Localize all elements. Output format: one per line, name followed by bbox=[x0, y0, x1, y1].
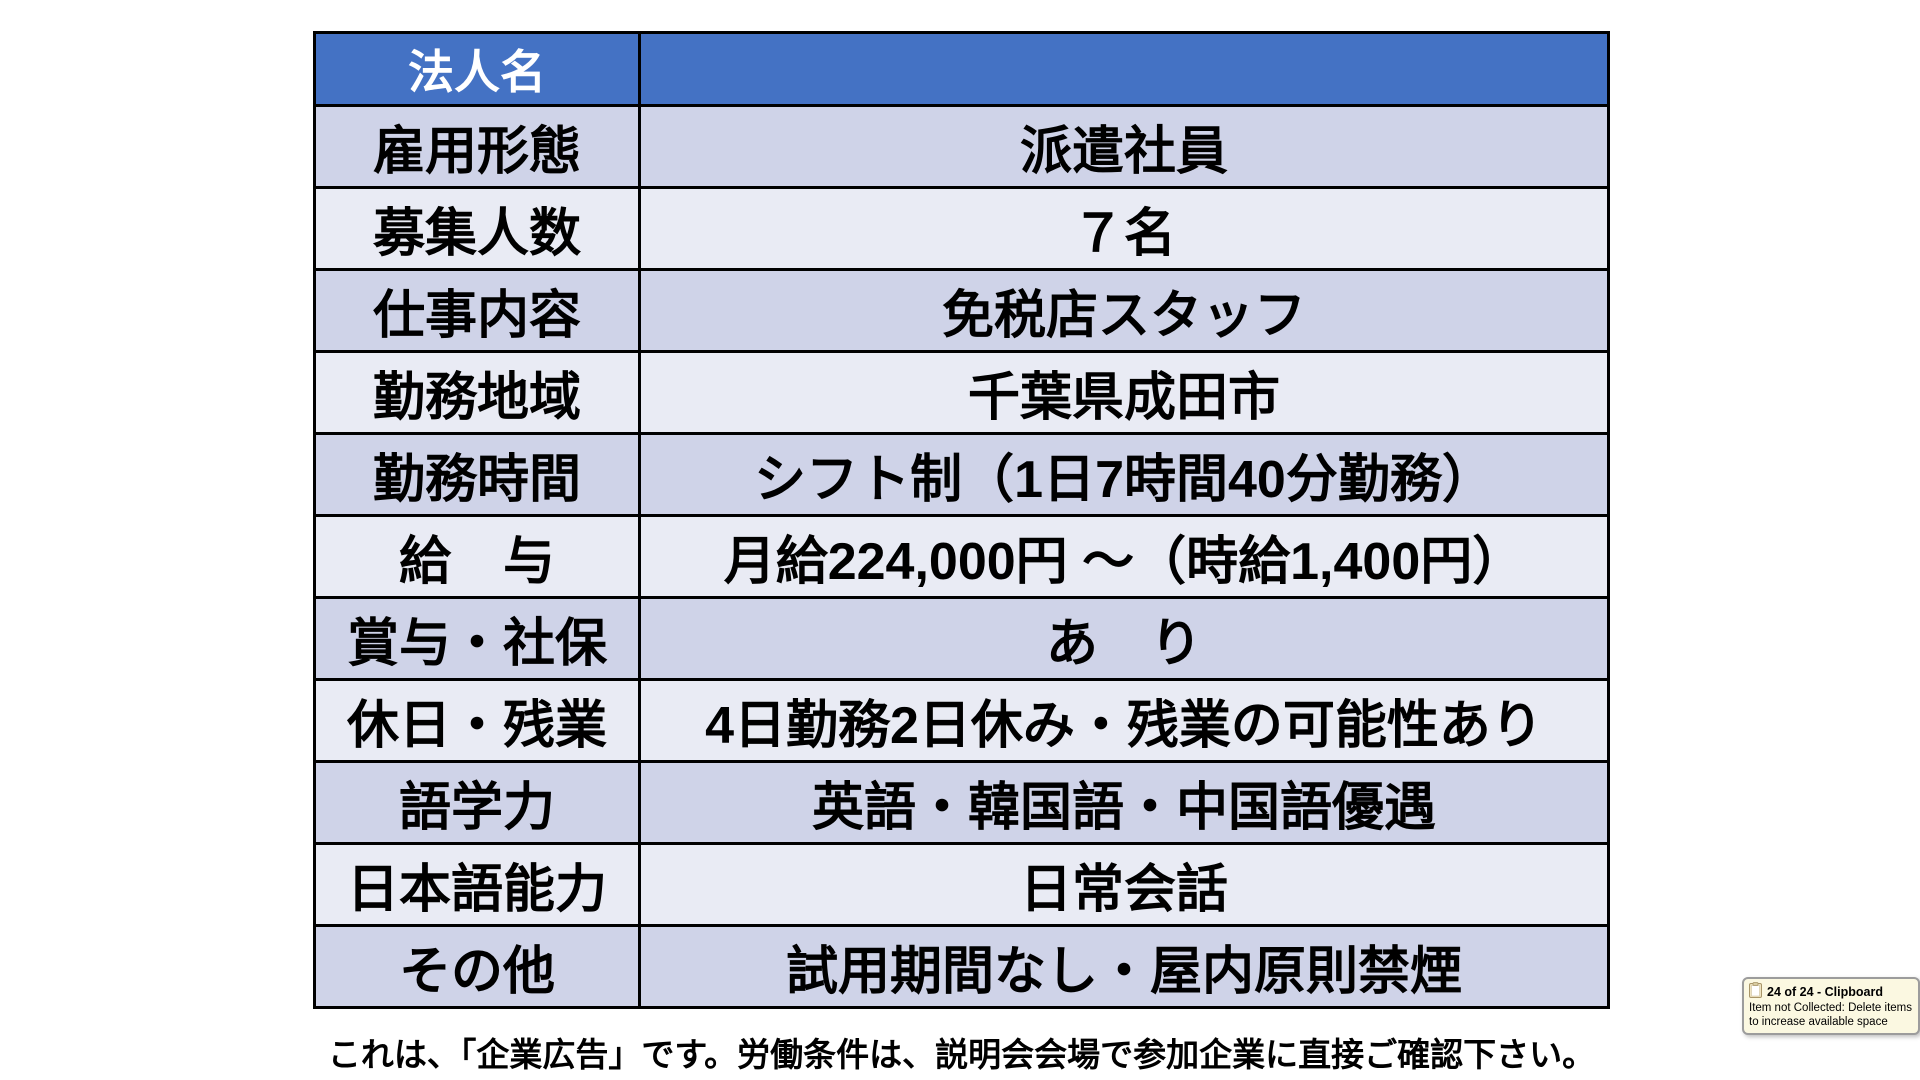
row-value-cell: 英語・韓国語・中国語優遇 bbox=[638, 759, 1610, 845]
table-row-language-skills: 語学力 英語・韓国語・中国語優遇 bbox=[313, 759, 1610, 845]
table-row-job-description: 仕事内容 免税店スタッフ bbox=[313, 267, 1610, 353]
row-label-cell: 休日・残業 bbox=[313, 677, 641, 763]
row-value-cell: 日常会話 bbox=[638, 841, 1610, 927]
footer-disclaimer: これは、「企業広告」です。労働条件は、説明会会場で参加企業に直接ご確認下さい。 bbox=[327, 1036, 1596, 1073]
row-label-cell: 募集人数 bbox=[313, 185, 641, 271]
table-row-holidays-overtime: 休日・残業 4日勤務2日休み・残業の可能性あり bbox=[313, 677, 1610, 763]
row-value-cell: 千葉県成田市 bbox=[638, 349, 1610, 435]
row-label-cell: その他 bbox=[313, 923, 641, 1010]
row-value-cell: 派遣社員 bbox=[638, 103, 1610, 189]
clipboard-popup-message-line2: to increase available space bbox=[1749, 1015, 1888, 1028]
table-row-other: その他 試用期間なし・屋内原則禁煙 bbox=[313, 923, 1610, 1010]
row-value-cell: シフト制（1日7時間40分勤務） bbox=[638, 431, 1610, 517]
table-row-bonus-insurance: 賞与・社保 あ り bbox=[313, 595, 1610, 681]
table-row-work-hours: 勤務時間 シフト制（1日7時間40分勤務） bbox=[313, 431, 1610, 517]
row-label-cell: 勤務時間 bbox=[313, 431, 641, 517]
row-value-cell: ７名 bbox=[638, 185, 1610, 271]
row-value-cell: 試用期間なし・屋内原則禁煙 bbox=[638, 923, 1610, 1010]
row-value-cell: 月給224,000円 ～（時給1,400円） bbox=[638, 513, 1610, 599]
table-row-employment-type: 雇用形態 派遣社員 bbox=[313, 103, 1610, 189]
row-value-cell: 免税店スタッフ bbox=[638, 267, 1610, 353]
row-value-cell: あ り bbox=[638, 595, 1610, 681]
row-label-cell: 語学力 bbox=[313, 759, 641, 845]
row-label-cell: 給 与 bbox=[313, 513, 641, 599]
row-label-cell: 雇用形態 bbox=[313, 103, 641, 189]
row-label-cell: 仕事内容 bbox=[313, 267, 641, 353]
table-row-salary: 給 与 月給224,000円 ～（時給1,400円） bbox=[313, 513, 1610, 599]
row-label-cell: 日本語能力 bbox=[313, 841, 641, 927]
row-label-cell: 勤務地域 bbox=[313, 349, 641, 435]
row-value-cell bbox=[638, 31, 1610, 107]
table-row-corporate-name: 法人名 bbox=[313, 31, 1610, 107]
clipboard-icon bbox=[1749, 982, 1762, 1002]
clipboard-popup-header: 24 of 24 - Clipboard bbox=[1749, 982, 1913, 1002]
row-value-cell: 4日勤務2日休み・残業の可能性あり bbox=[638, 677, 1610, 763]
clipboard-notification-popup[interactable]: 24 of 24 - Clipboard Item not Collected:… bbox=[1742, 977, 1920, 1035]
job-posting-table: 法人名 雇用形態 派遣社員 募集人数 ７名 仕事内容 免税店スタッフ 勤務地域 … bbox=[313, 31, 1610, 1010]
clipboard-popup-title: 24 of 24 - Clipboard bbox=[1767, 984, 1883, 999]
clipboard-popup-message-line1: Item not Collected: Delete items bbox=[1749, 1002, 1912, 1014]
table-row-work-location: 勤務地域 千葉県成田市 bbox=[313, 349, 1610, 435]
table-row-positions: 募集人数 ７名 bbox=[313, 185, 1610, 271]
row-label-cell: 賞与・社保 bbox=[313, 595, 641, 681]
table-row-japanese-ability: 日本語能力 日常会話 bbox=[313, 841, 1610, 927]
row-label-cell: 法人名 bbox=[313, 31, 641, 107]
